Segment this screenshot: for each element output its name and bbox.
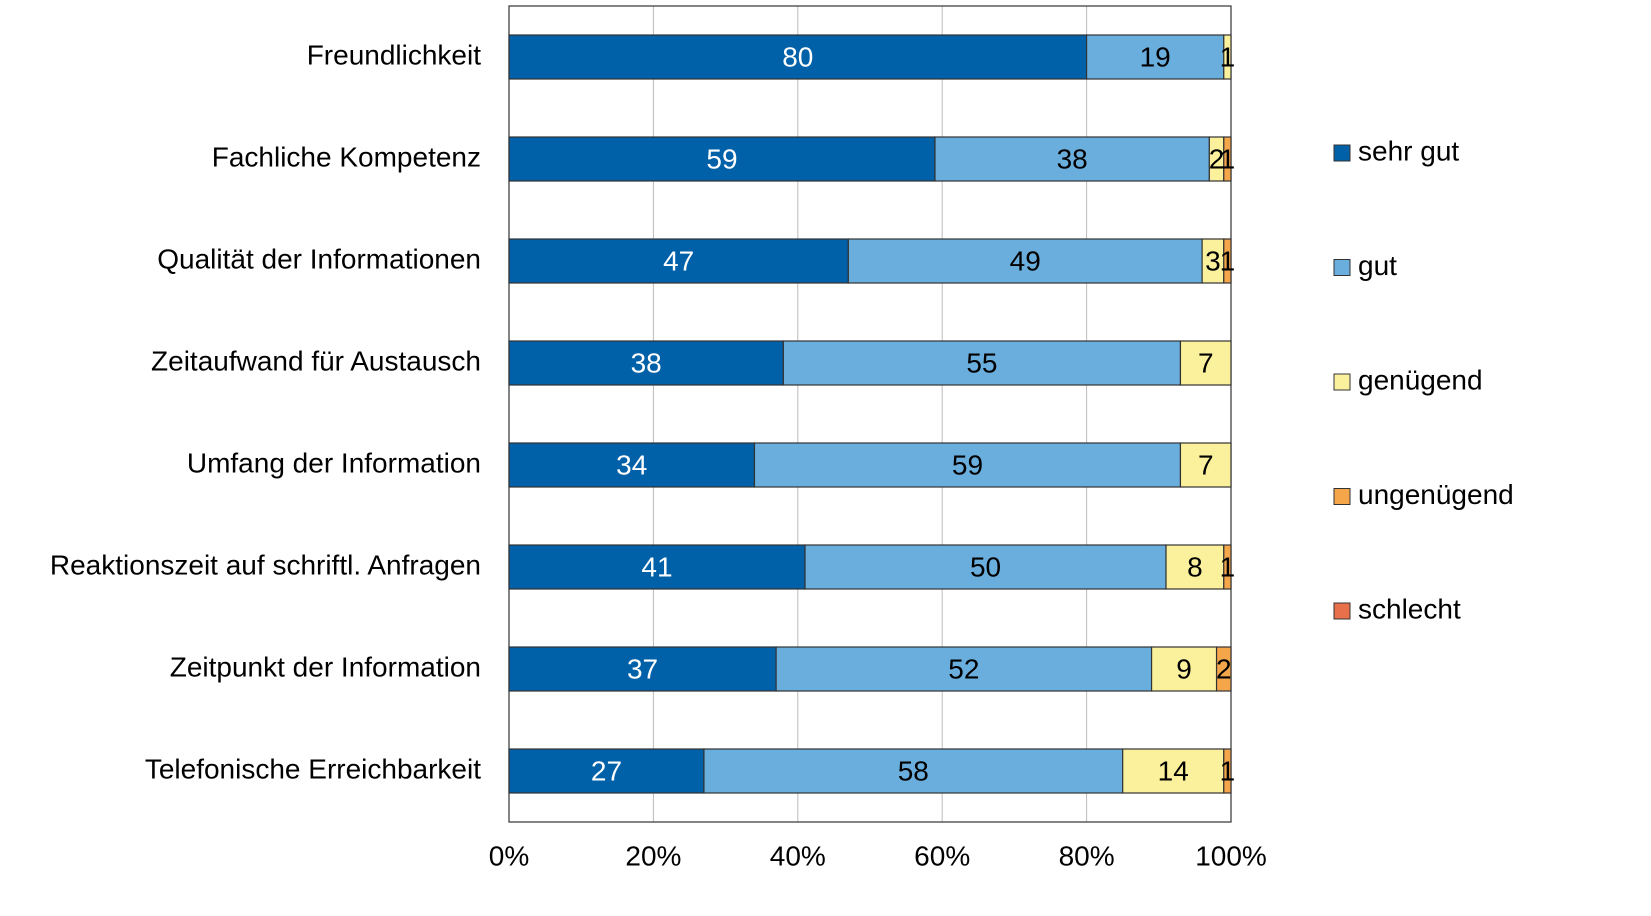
bar-segment: [508, 340, 784, 386]
data-label: 7: [1198, 449, 1214, 480]
legend-label: gut: [1358, 250, 1397, 281]
x-tick-label: 80%: [1059, 840, 1115, 871]
data-label: 2: [1216, 653, 1232, 684]
bar-segment: [508, 136, 936, 182]
data-label: 80: [782, 41, 813, 72]
bar-segment: [1150, 646, 1218, 692]
data-label: 2: [1209, 143, 1225, 174]
data-label: 50: [970, 551, 1001, 582]
data-label: 37: [627, 653, 658, 684]
bar-segment: [1179, 340, 1232, 386]
bar-segment: [508, 544, 806, 590]
legend-swatch: [1333, 602, 1351, 620]
y-tick-label: Qualität der Informationen: [157, 243, 481, 274]
legend-label: sehr gut: [1358, 135, 1459, 166]
legend-label: schlecht: [1358, 593, 1461, 624]
bar-segment: [1223, 238, 1232, 284]
bar-segment: [508, 34, 1088, 80]
bar-segment: [1165, 544, 1225, 590]
data-label: 52: [948, 653, 979, 684]
data-label: 1: [1220, 41, 1236, 72]
bar-segment: [703, 748, 1124, 794]
legend-label: ungenügend: [1358, 479, 1514, 510]
data-label: 3: [1205, 245, 1221, 276]
data-label: 1: [1220, 755, 1236, 786]
data-label: 38: [631, 347, 662, 378]
x-tick-label: 20%: [625, 840, 681, 871]
x-tick-label: 0%: [489, 840, 529, 871]
data-label: 38: [1057, 143, 1088, 174]
y-tick-label: Reaktionszeit auf schriftl. Anfragen: [50, 549, 481, 580]
bar-segment: [804, 544, 1167, 590]
x-tick-label: 100%: [1195, 840, 1267, 871]
y-tick-label: Zeitpunkt der Information: [170, 651, 481, 682]
bar-segment: [775, 646, 1153, 692]
data-label: 59: [952, 449, 983, 480]
legend-swatch: [1333, 259, 1351, 276]
y-tick-label: Fachliche Kompetenz: [212, 141, 481, 172]
legend-swatch: [1333, 144, 1351, 162]
bar-segment: [508, 748, 705, 794]
bar-segment: [847, 238, 1203, 284]
x-tick-label: 40%: [770, 840, 826, 871]
bar-segment: [1223, 34, 1232, 80]
data-label: 7: [1198, 347, 1214, 378]
data-label: 1: [1220, 245, 1236, 276]
data-label: 27: [591, 755, 622, 786]
data-label: 1: [1220, 143, 1236, 174]
data-label: 58: [898, 755, 929, 786]
bar-segment: [508, 646, 777, 692]
y-tick-label: Umfang der Information: [187, 447, 481, 478]
data-label: 47: [663, 245, 694, 276]
data-label: 8: [1187, 551, 1203, 582]
y-tick-label: Zeitaufwand für Austausch: [151, 345, 481, 376]
bar-segment: [934, 136, 1210, 182]
data-label: 9: [1176, 653, 1192, 684]
data-label: 14: [1158, 755, 1189, 786]
bar-segment: [1179, 442, 1232, 488]
legend-label: genügend: [1358, 364, 1483, 395]
bar-segment: [508, 442, 756, 488]
bar-segment: [1215, 646, 1232, 692]
data-label: 59: [706, 143, 737, 174]
legend-swatch: [1333, 488, 1351, 505]
data-label: 19: [1140, 41, 1171, 72]
bar-segment: [782, 340, 1182, 386]
y-tick-label: Freundlichkeit: [307, 39, 482, 70]
plot-border: [508, 5, 1232, 823]
bar-segment: [1223, 136, 1232, 182]
x-tick-label: 60%: [914, 840, 970, 871]
legend-swatch: [1333, 373, 1351, 391]
bar-segment: [753, 442, 1182, 488]
data-label: 1: [1220, 551, 1236, 582]
data-label: 55: [966, 347, 997, 378]
bar-segment: [1223, 748, 1232, 794]
data-label: 49: [1010, 245, 1041, 276]
bar-segment: [1223, 544, 1232, 590]
y-tick-label: Telefonische Erreichbarkeit: [145, 753, 481, 784]
data-label: 34: [616, 449, 647, 480]
data-label: 41: [641, 551, 672, 582]
